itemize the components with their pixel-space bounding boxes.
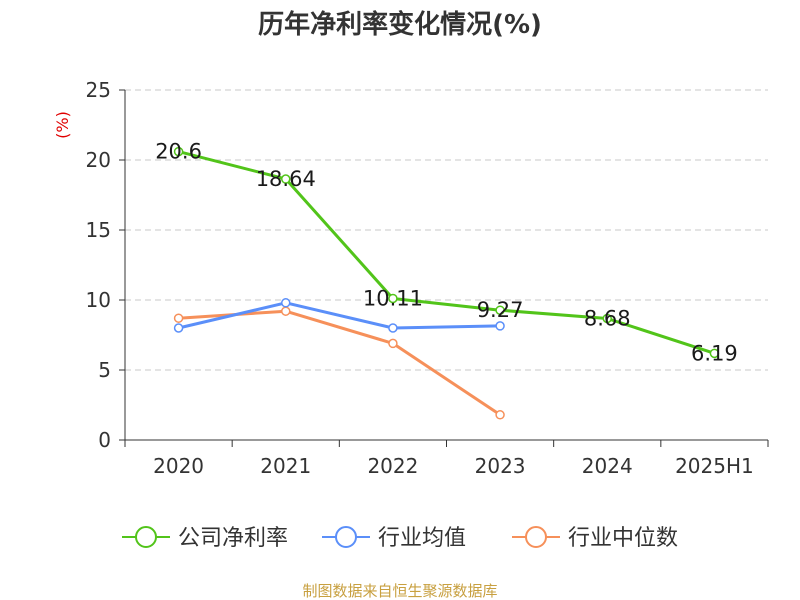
data-point — [495, 321, 505, 331]
y-tick-label: 5 — [98, 358, 111, 382]
source-note: 制图数据来自恒生聚源数据库 — [302, 582, 497, 600]
data-point — [173, 146, 184, 157]
data-label: 8.68 — [584, 306, 631, 330]
data-point — [281, 174, 291, 184]
y-axis-unit: (%) — [53, 111, 72, 139]
y-tick-label: 10 — [86, 288, 111, 312]
axes: 0 5 10 15 20 25 2020 2021 2022 2023 2024 2025H1 — [86, 78, 769, 478]
data-labels: 20.6 18.64 10.11 9.27 8.68 6.19 — [155, 140, 738, 366]
data-label: 20.6 — [155, 140, 202, 164]
x-tick-label: 2024 — [582, 454, 633, 478]
y-tick-label: 0 — [98, 428, 111, 452]
data-label: 6.19 — [691, 341, 738, 365]
x-tick-label: 2020 — [153, 454, 204, 478]
data-point — [281, 298, 291, 308]
series-line — [178, 301, 501, 330]
data-point — [281, 306, 291, 316]
y-tick-label: 20 — [86, 148, 111, 172]
x-tick-label: 2022 — [367, 454, 418, 478]
legend-label: 行业中位数 — [568, 526, 678, 551]
legend: 公司净利率 行业均值 行业中位数 — [122, 526, 678, 551]
data-point — [388, 323, 398, 333]
data-point — [173, 313, 184, 323]
data-point — [388, 338, 398, 349]
legend-marker — [525, 526, 547, 548]
data-label: 18.64 — [256, 167, 316, 191]
y-tick-label: 15 — [86, 218, 111, 242]
legend-marker — [335, 526, 357, 548]
data-point — [495, 305, 505, 315]
data-point — [173, 323, 184, 333]
legend-marker — [135, 526, 157, 548]
x-tick-label: 2023 — [475, 454, 526, 478]
data-point — [709, 348, 720, 359]
data-point — [388, 293, 398, 304]
y-tick-label: 25 — [86, 78, 111, 102]
data-label: 9.27 — [477, 298, 524, 322]
series-layer — [173, 146, 720, 420]
x-tick-label: 2021 — [260, 454, 311, 478]
legend-label: 公司净利率 — [178, 526, 288, 551]
chart-title: 历年净利率变化情况(%) — [258, 9, 542, 40]
data-point — [495, 410, 505, 420]
data-point — [602, 313, 612, 324]
data-label: 10.11 — [363, 286, 423, 310]
legend-label: 行业均值 — [378, 526, 466, 551]
series-line — [178, 150, 715, 355]
x-tick-label: 2025H1 — [675, 454, 754, 478]
grid — [125, 89, 768, 371]
